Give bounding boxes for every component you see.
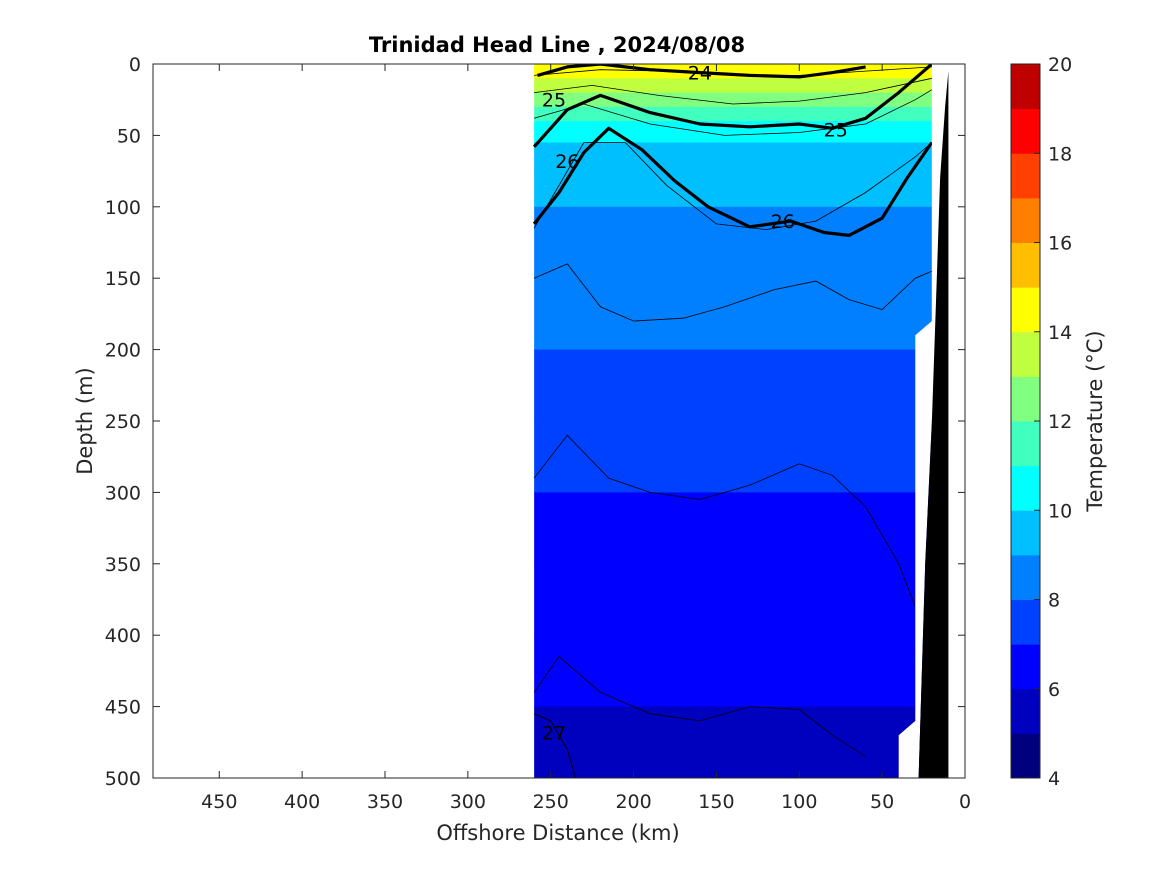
colorbar-swatch [1011,287,1040,333]
colorbar-tick-label: 14 [1048,322,1072,344]
temperature-band [534,106,932,122]
sigma-contour [532,126,934,237]
x-tick-label: 350 [367,791,403,813]
colorbar-swatch [1011,242,1040,288]
y-axis: 0 50 100 150 200 250 300 350 400 450 500 [105,54,965,790]
x-tick-label: 0 [959,791,971,813]
data-layer: 24 25 25 26 26 27 [532,63,949,778]
temperature-bands [534,64,932,778]
temperature-band [534,92,932,108]
y-tick-label: 100 [105,197,141,219]
temperature-band [534,492,932,565]
x-tick-label: 50 [870,791,894,813]
colorbar-tick-label: 20 [1048,54,1072,76]
colorbar-tick-label: 4 [1048,768,1060,790]
contour-label: 26 [771,211,795,233]
colorbar-tick-label: 12 [1048,411,1072,433]
y-tick-label: 150 [105,268,141,290]
colorbar-swatch [1011,644,1040,690]
colorbar-tick-label: 8 [1048,590,1060,612]
y-tick-label: 200 [105,340,141,362]
colorbar-swatch [1011,153,1040,199]
y-tick-label: 350 [105,554,141,576]
x-tick-label: 200 [615,791,651,813]
temperature-band [534,278,932,351]
x-tick-label: 100 [781,791,817,813]
sigma-contour [533,713,577,778]
chart-title: Trinidad Head Line , 2024/08/08 [369,33,745,57]
colorbar-tick-label: 18 [1048,143,1072,165]
colorbar-swatch [1011,465,1040,511]
y-axis-label: Depth (m) [73,367,97,474]
contour-label: 25 [824,120,848,142]
temperature-band [534,635,932,708]
colorbar: 4 6 8 10 12 14 16 18 20 [1010,54,1072,790]
x-tick-label: 150 [698,791,734,813]
temperature-band [534,706,932,778]
contour-label: 26 [555,151,579,173]
temperature-band [534,142,932,172]
temperature-band [534,171,932,208]
colorbar-swatch [1011,331,1040,377]
x-tick-label: 450 [201,791,237,813]
isotherm-line [533,89,933,136]
contour-label: 24 [688,63,712,85]
bathymetry [898,64,949,778]
x-axis-label: Offshore Distance (km) [436,821,679,845]
isotherm-line [534,77,932,105]
colorbar-label: Temperature (°C) [1083,330,1107,512]
x-tick-label: 400 [284,791,320,813]
colorbar-swatch [1011,108,1040,154]
temperature-band [534,78,932,94]
isotherm-line [533,142,933,231]
colorbar-swatch [1011,510,1040,556]
contour-label: 27 [542,722,566,744]
temperature-band [534,563,932,636]
x-axis: 450 400 350 300 250 200 150 100 50 0 [201,64,971,813]
isotherm-line [533,263,933,322]
isotherm-line [533,656,866,757]
sigma-contours [532,64,934,778]
isotherm-line [533,434,916,607]
colorbar-tick-label: 16 [1048,233,1072,255]
y-tick-label: 500 [105,768,141,790]
y-tick-label: 400 [105,625,141,647]
colorbar-swatch [1011,376,1040,422]
bathymetry-fill [918,71,949,778]
y-tick-label: 0 [129,54,141,76]
colorbar-swatch [1011,599,1040,645]
sigma-contour [537,64,866,79]
temperature-band [534,64,932,79]
y-tick-label: 300 [105,482,141,504]
temperature-band [534,349,932,422]
y-tick-label: 250 [105,411,141,433]
colorbar-swatch [1011,688,1040,734]
no-data-region [898,64,949,778]
x-tick-label: 300 [450,791,486,813]
colorbar-swatch [1011,733,1040,779]
colorbar-tick-label: 10 [1048,500,1072,522]
y-tick-label: 50 [117,125,141,147]
y-tick-label: 450 [105,697,141,719]
x-tick-label: 250 [533,791,569,813]
temperature-band [534,421,932,493]
colorbar-tick-label: 6 [1048,679,1060,701]
contour-labels: 24 25 25 26 26 27 [542,63,848,744]
colorbar-swatch [1011,64,1040,110]
colorbar-swatch [1011,554,1040,600]
colorbar-swatch [1011,197,1040,243]
contour-label: 25 [542,90,566,112]
colorbar-swatch [1011,421,1040,467]
sigma-contour [532,64,933,148]
